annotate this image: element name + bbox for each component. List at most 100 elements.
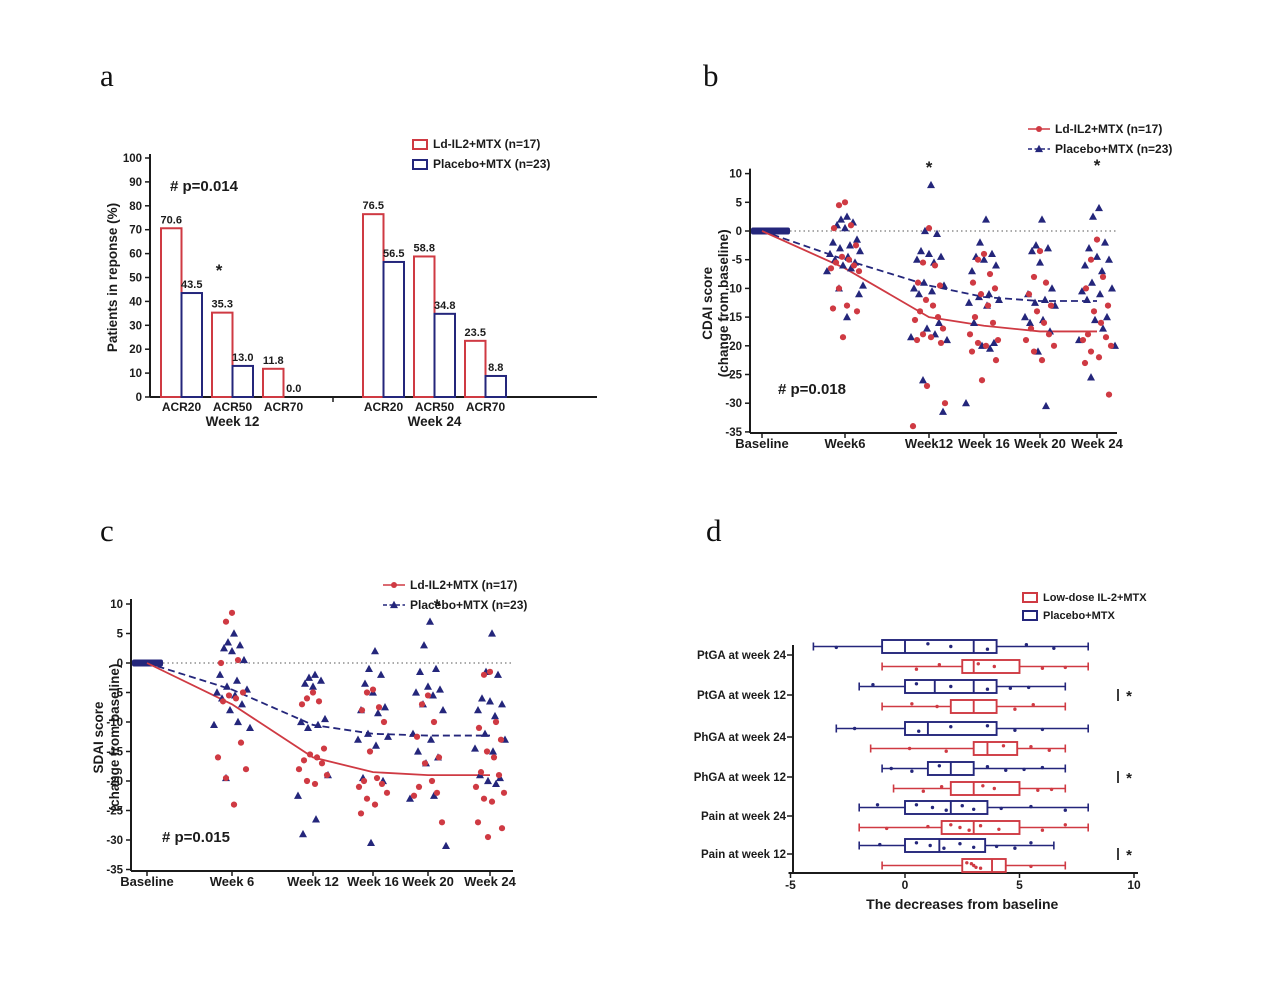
circle-marker: [985, 765, 990, 769]
triangle-marker: [939, 407, 947, 415]
bar-Week24-ACR20-ldil2: [362, 213, 385, 398]
triangle-marker: [374, 708, 382, 717]
y-tick-label: 5: [117, 629, 124, 641]
triangle-marker: [484, 776, 492, 785]
bar-value-label: 76.5: [363, 200, 384, 212]
row-label: PhGA at week 12: [694, 772, 786, 784]
circle-marker: [936, 282, 944, 289]
triangle-marker: [1036, 258, 1044, 266]
circle-marker: [926, 642, 930, 646]
triangle-marker: [910, 284, 918, 292]
circle-marker: [410, 792, 418, 799]
triangle-marker: [920, 278, 928, 286]
triangle-marker: [1098, 266, 1106, 275]
triangle-marker: [915, 289, 923, 298]
legend-label: Placebo+MTX: [1043, 610, 1115, 622]
circle-marker: [930, 805, 935, 810]
triangle-marker: [923, 324, 931, 332]
triangle-marker: [474, 706, 482, 714]
triangle-marker: [928, 287, 936, 295]
triangle-marker: [424, 682, 432, 690]
circle-marker: [303, 695, 311, 702]
circle-marker: [222, 774, 230, 782]
bar-Week12-ACR20-ldil2: [160, 227, 183, 398]
triangle-marker: [1089, 212, 1097, 220]
triangle-marker: [1101, 238, 1109, 246]
circle-marker: [1040, 319, 1048, 326]
circle-marker: [1004, 768, 1008, 772]
circle-marker: [1024, 643, 1029, 647]
triangle-marker: [390, 600, 398, 609]
circle-marker: [1093, 236, 1101, 243]
triangle-marker: [970, 318, 978, 326]
circle-marker: [490, 754, 498, 761]
circle-marker: [1047, 748, 1051, 752]
row-label: PtGA at week 24: [697, 650, 787, 662]
circle-marker: [214, 754, 222, 761]
placebo-trend-line: [146, 662, 490, 737]
circle-marker: [984, 302, 992, 309]
y-axis-title-line2: (change from baseline): [716, 229, 731, 377]
bar-value-label: 70.6: [161, 214, 182, 226]
legend-label: Placebo+MTX (n=23): [1055, 142, 1172, 156]
x-tick-label: 10: [1127, 878, 1141, 892]
circle-marker: [1081, 359, 1089, 367]
circle-marker: [917, 729, 921, 733]
triangle-marker: [364, 729, 372, 737]
triangle-marker: [1031, 298, 1039, 306]
circle-marker: [318, 760, 326, 767]
triangle-marker: [1048, 284, 1056, 292]
box: [961, 659, 1021, 674]
triangle-marker: [843, 212, 851, 220]
triangle-marker: [491, 711, 499, 720]
circle-marker: [992, 786, 997, 791]
triangle-marker: [1042, 401, 1050, 410]
triangle-marker: [321, 714, 329, 723]
circle-marker: [497, 736, 505, 743]
row-label: Pain at week 12: [701, 849, 786, 861]
circle-marker: [1038, 357, 1046, 364]
y-axis-title-line1: CDAI score: [700, 266, 715, 339]
circle-marker: [927, 334, 935, 341]
circle-marker: [1029, 864, 1033, 869]
triangle-marker: [847, 264, 855, 272]
bar-Week12-ACR50-placebo: [231, 364, 254, 398]
circle-marker: [363, 689, 371, 696]
circle-marker: [852, 726, 857, 731]
circle-marker: [847, 222, 855, 229]
circle-marker: [1063, 665, 1068, 670]
x-tick-label: 0: [902, 878, 909, 892]
circle-marker: [937, 339, 945, 347]
y-axis-title-line1: SDAI score: [91, 701, 106, 774]
significance-star: *: [434, 596, 441, 615]
y-tick-label: 100: [123, 153, 142, 165]
triangle-marker: [1032, 241, 1040, 249]
circle-marker: [232, 695, 240, 702]
triangle-marker: [846, 241, 854, 249]
circle-marker: [313, 754, 321, 761]
triangle-marker: [1095, 203, 1103, 212]
circle-marker: [1042, 279, 1050, 286]
triangle-marker: [233, 676, 241, 684]
triangle-marker: [299, 829, 307, 838]
circle-marker: [855, 268, 863, 275]
y-tick-label: -25: [106, 806, 123, 818]
circle-marker: [1033, 308, 1041, 315]
bar-value-label: 23.5: [465, 327, 486, 339]
circle-marker: [910, 702, 914, 706]
significance-star: *: [216, 261, 223, 280]
circle-marker: [925, 225, 933, 232]
bar-value-label: 56.5: [383, 248, 404, 260]
circle-marker: [1008, 686, 1013, 690]
triangle-marker: [935, 318, 943, 326]
triangle-marker: [240, 655, 248, 664]
y-tick-label: 0: [117, 658, 123, 670]
circle-marker: [937, 764, 942, 768]
triangle-marker: [837, 215, 845, 223]
circle-marker: [300, 757, 308, 764]
circle-marker: [413, 733, 421, 740]
circle-marker: [1036, 247, 1044, 255]
box: [881, 639, 998, 654]
panel-a-bar-chart: 0 10 20 30 40 50 60 70 80 90 100 Patients in repons…: [105, 153, 597, 429]
